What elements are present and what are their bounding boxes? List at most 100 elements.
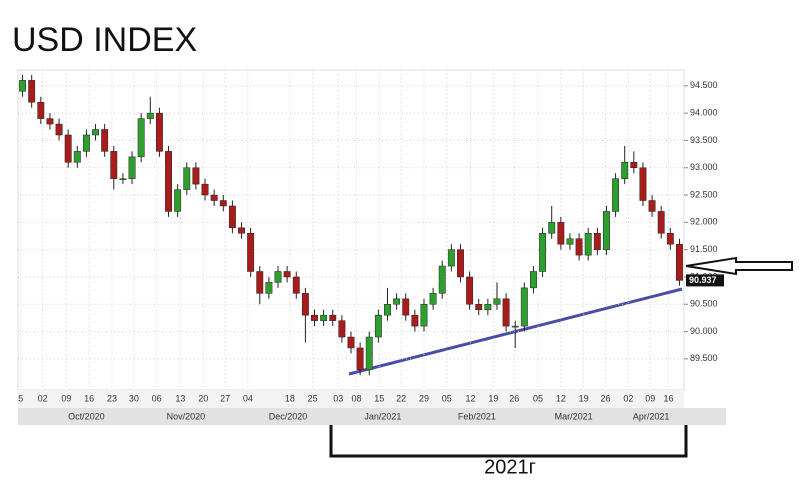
x-tick-label: 29	[419, 393, 429, 403]
y-tick-label: 94.000	[690, 108, 718, 118]
x-tick-label: 03	[333, 393, 343, 403]
candle-body	[55, 123, 63, 136]
x-tick-label: 30	[129, 393, 139, 403]
candle-body	[92, 129, 99, 136]
month-label: Mar/2021	[555, 411, 593, 421]
candle-body	[666, 233, 674, 245]
x-tick-label: 16	[663, 393, 673, 403]
candle-body	[575, 238, 583, 256]
candle-body	[119, 178, 127, 180]
y-tick-label: 94.500	[690, 80, 718, 90]
x-tick-label: 19	[488, 393, 498, 403]
x-tick-label: 16	[84, 393, 94, 403]
bracket	[329, 425, 688, 458]
candle-body	[447, 249, 455, 267]
candle-body	[420, 304, 428, 327]
candle-body	[648, 200, 656, 212]
y-tick-label: 91.500	[690, 244, 718, 254]
candle-body	[174, 189, 182, 212]
y-tick-label: 90.500	[690, 299, 718, 309]
x-tick-label: 23	[107, 393, 117, 403]
candle-body	[301, 293, 309, 316]
candle-body	[19, 80, 27, 92]
candle-body	[146, 112, 154, 119]
x-tick-label: 25	[308, 393, 318, 403]
x-tick-label: 05	[533, 393, 543, 403]
candle-body	[675, 243, 683, 281]
candle-body	[219, 200, 227, 207]
candle-body	[566, 238, 574, 245]
candle-body	[82, 134, 90, 152]
x-tick-label: 18	[285, 393, 295, 403]
candle-body	[247, 233, 255, 272]
candle-body	[256, 271, 264, 294]
candle-body	[502, 298, 510, 327]
candle-body	[438, 265, 446, 294]
candle-body	[393, 298, 401, 305]
x-tick-label: 13	[175, 393, 185, 403]
candle-body	[548, 222, 556, 234]
candle-body	[520, 287, 528, 327]
candle-body	[374, 314, 382, 338]
month-label: Jan/2021	[364, 411, 401, 421]
x-tick-label: 15	[374, 393, 384, 403]
candle-body	[356, 347, 364, 371]
candle-body	[639, 167, 647, 201]
candle-body	[311, 314, 318, 321]
candle-body	[603, 211, 610, 250]
candle-body	[539, 233, 547, 272]
x-tick-label: 26	[601, 393, 611, 403]
candle-body	[347, 336, 355, 349]
candle-body	[128, 156, 136, 179]
y-tick-label: 89.500	[690, 353, 718, 363]
month-label: Apr/2021	[633, 411, 670, 421]
candle-body	[137, 118, 145, 158]
candle-body	[73, 151, 81, 163]
candle-body	[329, 314, 337, 321]
x-tick-label: 09	[645, 393, 655, 403]
candle-body	[584, 233, 592, 256]
x-tick-label: 02	[38, 393, 48, 403]
day-axis-band	[18, 390, 684, 408]
y-tick-label: 92.500	[690, 189, 718, 199]
x-tick-label: 06	[152, 393, 162, 403]
candle-body	[110, 151, 118, 179]
candle-body	[530, 271, 537, 289]
candle-body	[493, 298, 501, 305]
candle-body	[238, 227, 245, 234]
candle-body	[64, 134, 72, 163]
candle-body	[265, 282, 273, 294]
candle-body	[46, 118, 54, 125]
month-label: Nov/2020	[167, 411, 206, 421]
candle-body	[155, 112, 163, 152]
candle-body	[429, 293, 437, 305]
x-tick-label: 20	[198, 393, 208, 403]
candle-body	[192, 167, 200, 185]
candle-body	[101, 129, 109, 152]
candle-body	[320, 314, 328, 321]
chart-title: USD INDEX	[12, 21, 197, 59]
month-axis-band	[18, 408, 726, 425]
x-tick-label: 09	[61, 393, 71, 403]
candle-body	[466, 276, 474, 305]
candle-body	[630, 162, 638, 168]
candle-body	[384, 304, 391, 316]
x-tick-label: 02	[623, 393, 633, 403]
x-tick-label: 08	[351, 393, 361, 403]
x-tick-label: 12	[556, 393, 566, 403]
x-tick-label: 27	[220, 393, 230, 403]
candle-body	[183, 167, 191, 190]
candle-body	[484, 304, 492, 310]
y-tick-label: 93.000	[690, 162, 718, 172]
candle-body	[621, 162, 629, 179]
candle-body	[165, 151, 172, 212]
candle-body	[557, 222, 565, 245]
candle-body	[402, 298, 410, 316]
month-label: Feb/2021	[458, 411, 496, 421]
x-tick-label: 12	[466, 393, 476, 403]
candle-body	[228, 205, 236, 229]
y-tick-label: 93.500	[690, 135, 718, 145]
candle-body	[612, 178, 620, 212]
